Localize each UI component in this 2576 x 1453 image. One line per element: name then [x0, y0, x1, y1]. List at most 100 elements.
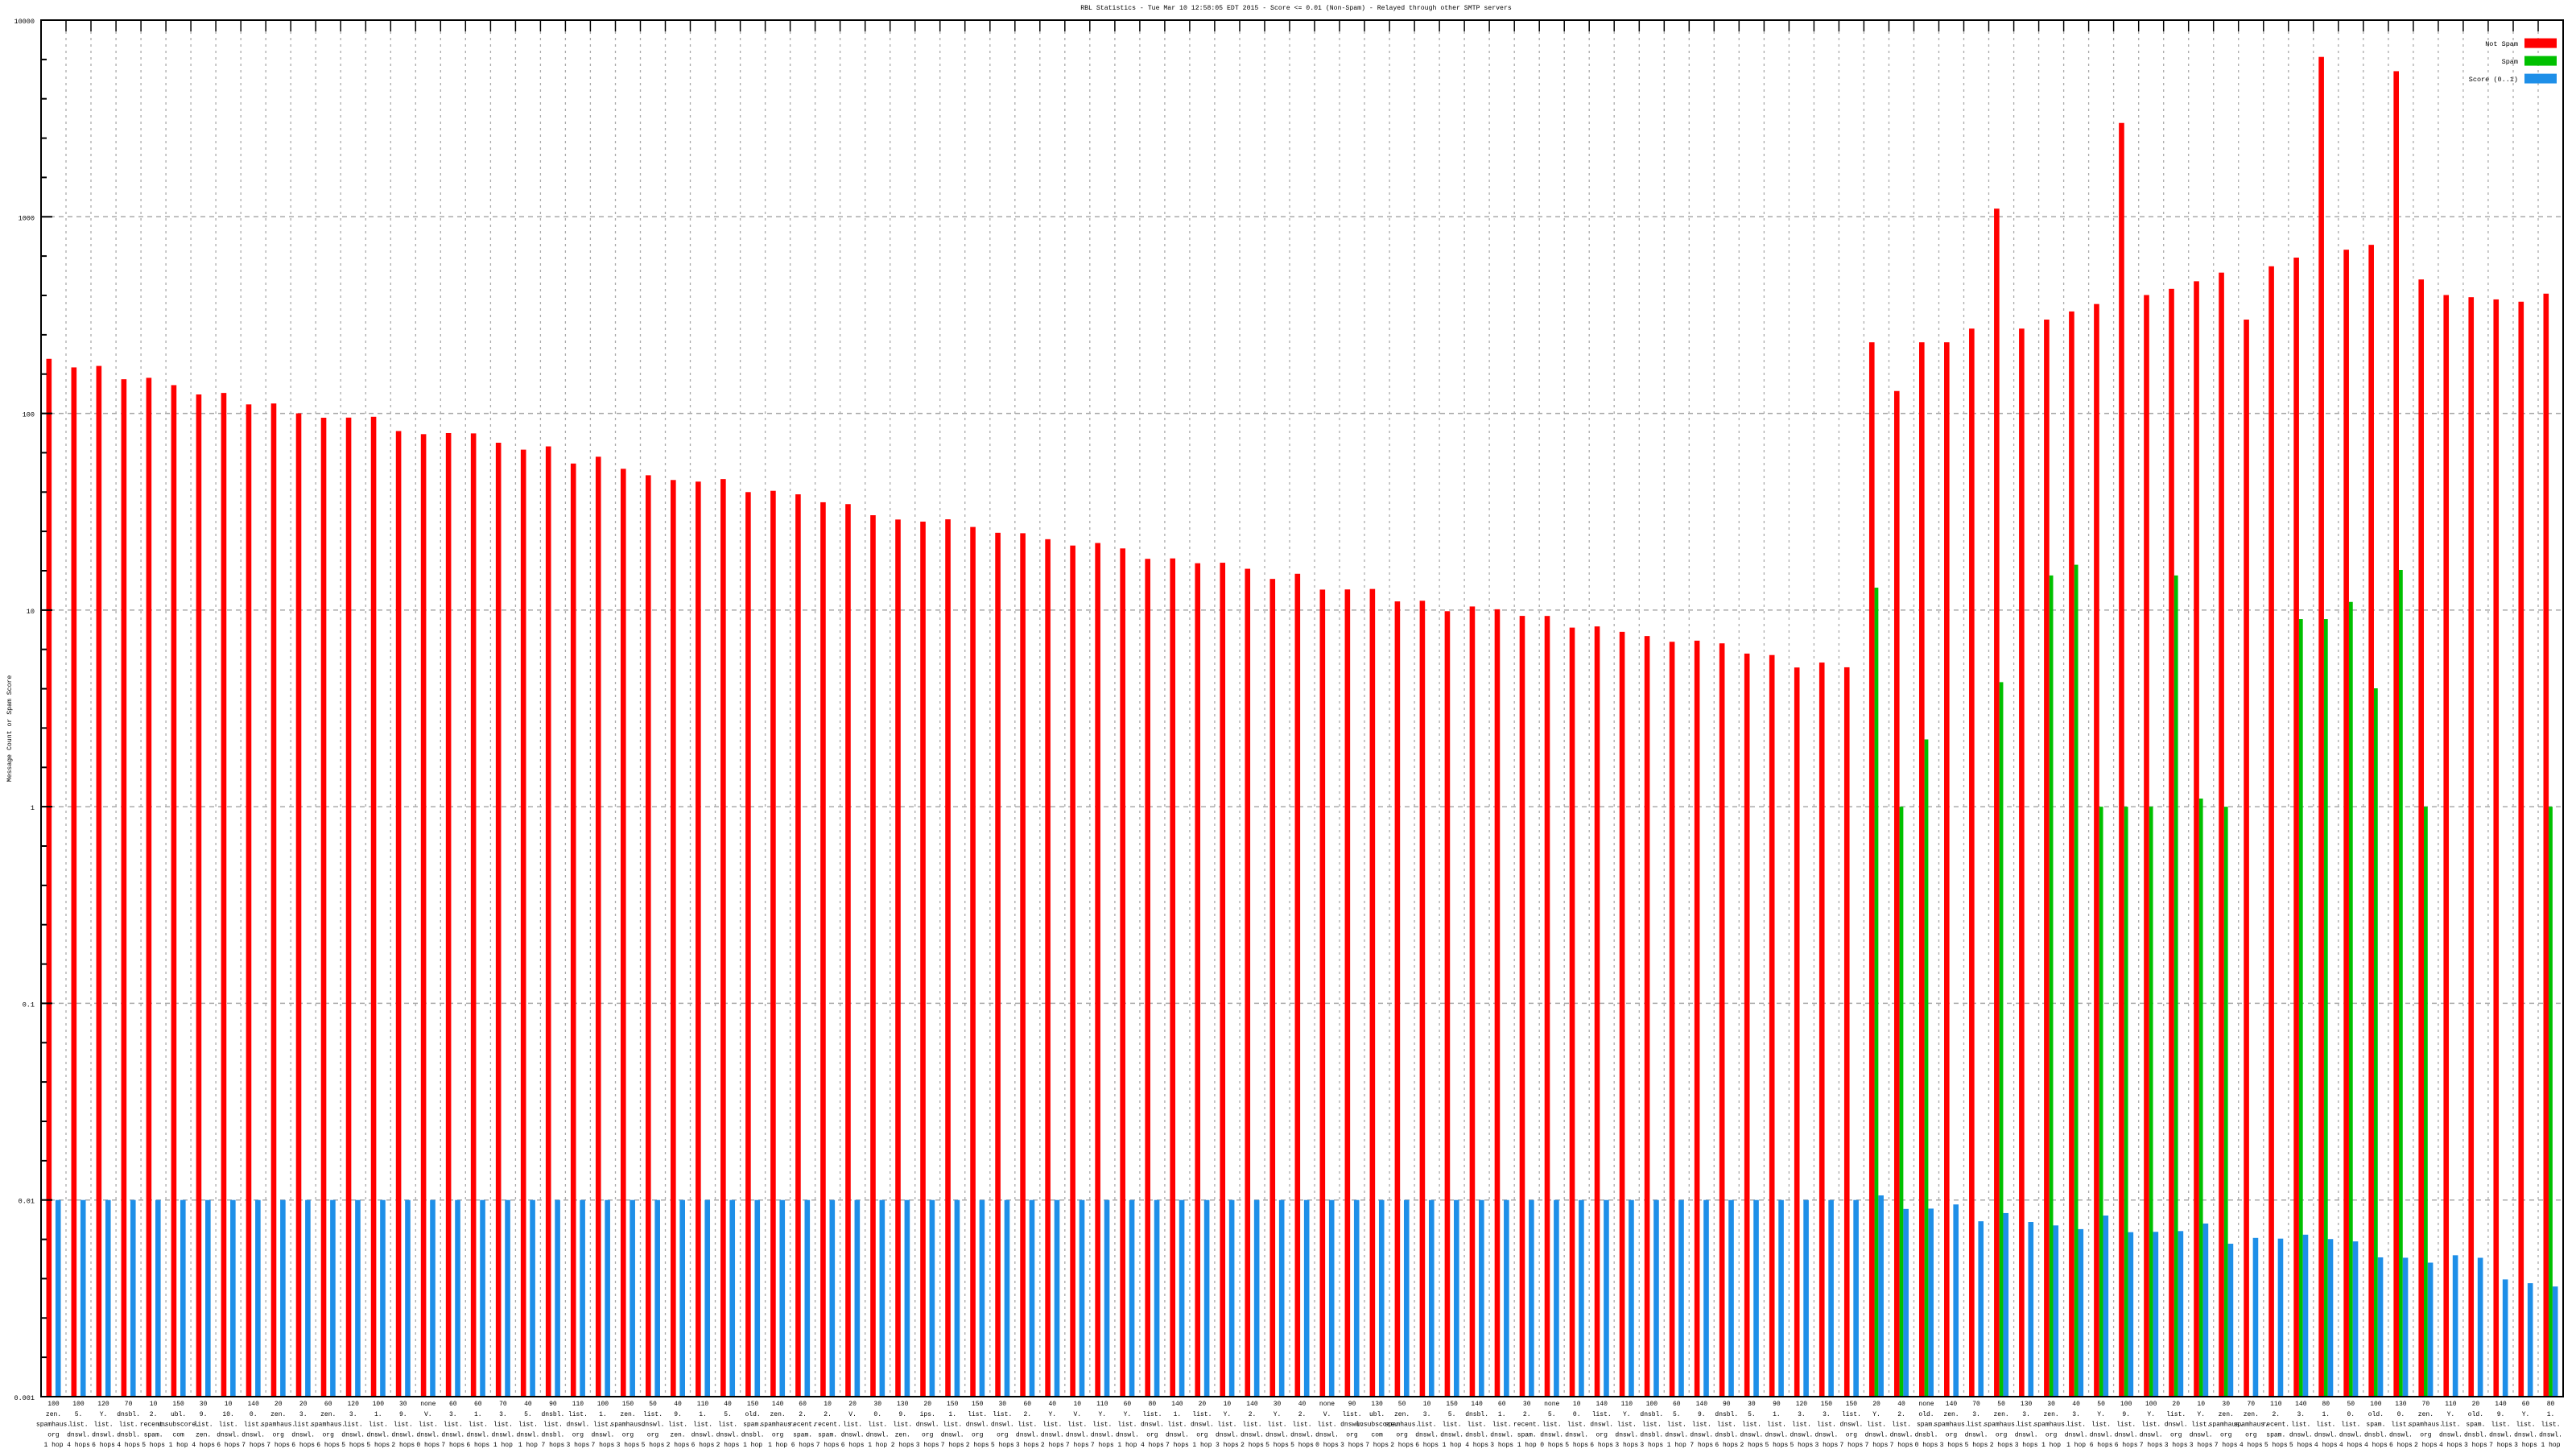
svg-text:dnsbl.: dnsbl. — [741, 1431, 765, 1439]
svg-text:90: 90 — [1723, 1401, 1731, 1408]
svg-text:dnswl.: dnswl. — [2190, 1431, 2213, 1439]
svg-text:dnswl.: dnswl. — [2140, 1431, 2163, 1439]
svg-text:9.: 9. — [674, 1411, 682, 1418]
svg-text:60: 60 — [474, 1401, 482, 1408]
svg-text:5.: 5. — [1748, 1411, 1756, 1418]
svg-text:7 hops: 7 hops — [591, 1442, 614, 1449]
svg-text:Y.: Y. — [1623, 1411, 1631, 1418]
svg-text:org: org — [1396, 1431, 1408, 1439]
svg-text:9.: 9. — [399, 1411, 407, 1418]
svg-text:150: 150 — [947, 1401, 959, 1408]
svg-text:3 hops: 3 hops — [2165, 1442, 2188, 1449]
svg-text:dnswl.: dnswl. — [841, 1431, 865, 1439]
svg-text:2 hops: 2 hops — [1740, 1442, 1763, 1449]
svg-text:2.: 2. — [2272, 1411, 2280, 1418]
svg-text:list.: list. — [943, 1422, 962, 1429]
svg-text:dnsbl.: dnsbl. — [1715, 1431, 1738, 1439]
svg-text:1 hop: 1 hop — [2066, 1442, 2086, 1449]
svg-text:7 hops: 7 hops — [2140, 1442, 2163, 1449]
svg-text:zen.: zen. — [770, 1411, 785, 1418]
svg-text:70: 70 — [1972, 1401, 1980, 1408]
svg-text:org: org — [1996, 1431, 2008, 1439]
svg-text:1 hop: 1 hop — [768, 1442, 787, 1449]
svg-text:2 hops: 2 hops — [1990, 1442, 2013, 1449]
svg-text:list.: list. — [1443, 1422, 1462, 1429]
svg-text:100: 100 — [597, 1401, 609, 1408]
svg-text:4 hops: 4 hops — [67, 1442, 90, 1449]
svg-text:0.01: 0.01 — [19, 1198, 35, 1206]
svg-text:150: 150 — [1846, 1401, 1858, 1408]
svg-text:3 hops: 3 hops — [1814, 1442, 1838, 1449]
svg-text:zen.: zen. — [196, 1431, 211, 1439]
svg-text:6 hops: 6 hops — [1415, 1442, 1439, 1449]
svg-text:4 hops: 4 hops — [192, 1442, 215, 1449]
svg-text:10.: 10. — [222, 1411, 233, 1418]
svg-text:list.: list. — [2316, 1422, 2335, 1429]
svg-text:60: 60 — [799, 1401, 807, 1408]
svg-text:0 hops: 0 hops — [1540, 1442, 1563, 1449]
svg-text:7 hops: 7 hops — [1690, 1442, 1713, 1449]
svg-text:dnswl.: dnswl. — [1066, 1431, 1089, 1439]
svg-text:3 hops: 3 hops — [617, 1442, 640, 1449]
svg-text:org: org — [1596, 1431, 1608, 1439]
svg-text:spam.: spam. — [1517, 1431, 1537, 1439]
svg-text:60: 60 — [1498, 1401, 1506, 1408]
svg-text:2.: 2. — [799, 1411, 807, 1418]
svg-text:list.: list. — [2341, 1422, 2360, 1429]
svg-text:70: 70 — [2247, 1401, 2255, 1408]
svg-text:130: 130 — [2021, 1401, 2033, 1408]
svg-text:V.: V. — [848, 1411, 857, 1418]
svg-text:7 hops: 7 hops — [541, 1442, 564, 1449]
svg-text:dnswl.: dnswl. — [1565, 1431, 1588, 1439]
svg-text:list.: list. — [194, 1422, 213, 1429]
svg-text:zen.: zen. — [1993, 1411, 2008, 1418]
svg-text:dnswl.: dnswl. — [1315, 1431, 1339, 1439]
svg-text:7 hops: 7 hops — [816, 1442, 840, 1449]
svg-text:0 hops: 0 hops — [1915, 1442, 1938, 1449]
svg-text:5.: 5. — [1448, 1411, 1456, 1418]
svg-text:6 hops: 6 hops — [466, 1442, 489, 1449]
svg-text:30: 30 — [399, 1401, 407, 1408]
svg-text:org: org — [972, 1431, 984, 1439]
svg-text:list.: list. — [968, 1411, 987, 1418]
svg-text:3 hops: 3 hops — [2015, 1442, 2038, 1449]
svg-text:dnswl.: dnswl. — [1041, 1431, 1064, 1439]
svg-text:3 hops: 3 hops — [2190, 1442, 2213, 1449]
svg-text:20: 20 — [299, 1401, 308, 1408]
svg-text:org: org — [47, 1431, 60, 1439]
svg-text:com: com — [1371, 1431, 1383, 1439]
svg-text:dnswl.: dnswl. — [1415, 1431, 1439, 1439]
svg-text:dnswl.: dnswl. — [391, 1431, 415, 1439]
svg-text:org: org — [647, 1431, 659, 1439]
svg-text:list.: list. — [2166, 1411, 2186, 1418]
svg-text:60: 60 — [1124, 1401, 1132, 1408]
svg-text:2 hops: 2 hops — [2414, 1442, 2438, 1449]
svg-text:50: 50 — [649, 1401, 657, 1408]
svg-text:140: 140 — [1946, 1401, 1958, 1408]
svg-text:3.: 3. — [449, 1411, 457, 1418]
svg-text:list.: list. — [868, 1422, 887, 1429]
svg-text:dnsbl.: dnsbl. — [2464, 1431, 2487, 1439]
svg-text:40: 40 — [1897, 1401, 1905, 1408]
svg-text:Y.: Y. — [2097, 1411, 2105, 1418]
svg-text:3.: 3. — [2297, 1411, 2305, 1418]
svg-text:ips.: ips. — [920, 1411, 935, 1418]
svg-text:dnsbl.: dnsbl. — [1465, 1431, 1488, 1439]
svg-text:60: 60 — [1673, 1401, 1681, 1408]
svg-text:20: 20 — [1199, 1401, 1207, 1408]
svg-text:100: 100 — [72, 1401, 85, 1408]
svg-text:org: org — [572, 1431, 584, 1439]
svg-text:60: 60 — [2522, 1401, 2530, 1408]
svg-text:list.: list. — [1292, 1422, 1311, 1429]
svg-text:2.: 2. — [1249, 1411, 1257, 1418]
svg-text:list.: list. — [1468, 1422, 1487, 1429]
svg-text:1 hop: 1 hop — [493, 1442, 513, 1449]
svg-text:zen.: zen. — [2043, 1411, 2058, 1418]
svg-text:list.: list. — [1692, 1422, 1711, 1429]
svg-text:list.: list. — [344, 1422, 363, 1429]
svg-text:5 hops: 5 hops — [991, 1442, 1014, 1449]
svg-text:list.: list. — [1867, 1422, 1886, 1429]
svg-text:1.: 1. — [2322, 1411, 2330, 1418]
svg-text:5 hops: 5 hops — [2264, 1442, 2288, 1449]
svg-text:dnsbl.: dnsbl. — [117, 1411, 140, 1418]
